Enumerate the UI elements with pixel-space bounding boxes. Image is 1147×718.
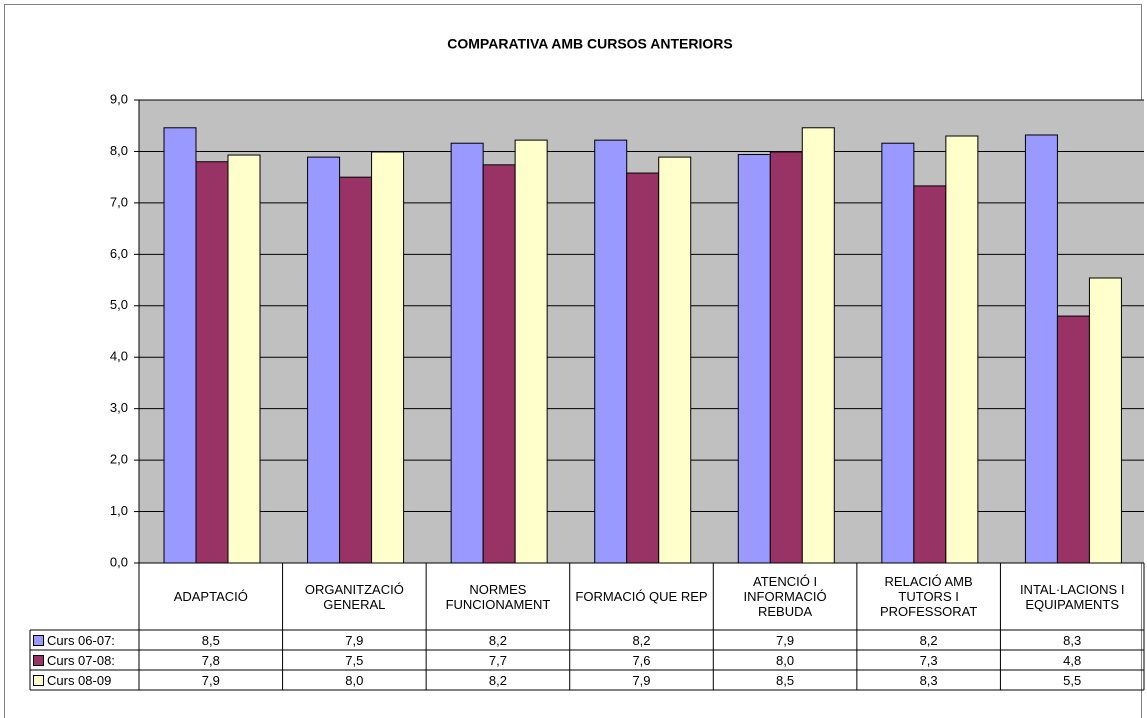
bar	[482, 164, 516, 564]
bar	[1024, 134, 1058, 564]
bar	[1088, 277, 1122, 564]
table-value: 5,5	[1063, 672, 1082, 688]
category-label: ATENCIÓ I INFORMACIÓ REBUDA	[743, 574, 827, 619]
chart-title: COMPARATIVA AMB CURSOS ANTERIORS	[447, 36, 732, 52]
bar	[450, 142, 484, 564]
bar	[1056, 315, 1090, 564]
y-tick-label: 6,0	[110, 246, 128, 261]
table-value: 7,9	[632, 672, 651, 688]
bar	[514, 139, 548, 564]
bar	[339, 176, 373, 564]
legend-swatch	[33, 634, 44, 646]
y-tick-label: 5,0	[110, 297, 128, 312]
legend-swatch	[33, 654, 44, 666]
table-value: 7,9	[201, 672, 220, 688]
table-value: 7,5	[345, 652, 364, 668]
bar	[913, 185, 947, 564]
table-value: 8,3	[1063, 632, 1082, 648]
category-label: INTAL·LACIONS I EQUIPAMENTS	[1019, 581, 1125, 612]
bar	[163, 127, 197, 564]
table-value: 7,3	[919, 652, 938, 668]
y-tick-label: 7,0	[110, 194, 128, 209]
bar	[195, 161, 229, 564]
bar	[594, 139, 628, 564]
legend-entry: Curs 06-07:	[33, 630, 115, 650]
legend-label: Curs 06-07:	[47, 632, 115, 648]
y-tick-label: 9,0	[110, 91, 128, 106]
y-tick-label: 2,0	[110, 452, 128, 467]
category-label: FORMACIÓ QUE REP	[575, 589, 708, 604]
table-value: 7,9	[345, 632, 364, 648]
table-value: 4,8	[1063, 652, 1082, 668]
table-value: 8,2	[488, 632, 507, 648]
table-value: 8,0	[345, 672, 364, 688]
table-value: 8,2	[632, 632, 651, 648]
bar	[307, 156, 341, 564]
table-value: 7,8	[201, 652, 220, 668]
table-value: 8,2	[919, 632, 938, 648]
table-value: 8,5	[201, 632, 220, 648]
bar	[801, 127, 835, 564]
category-label: ADAPTACIÓ	[173, 589, 248, 604]
y-tick-label: 4,0	[110, 349, 128, 364]
table-value: 7,6	[632, 652, 651, 668]
table-value: 8,3	[919, 672, 938, 688]
bar	[227, 154, 261, 564]
y-tick-label: 1,0	[110, 503, 128, 518]
table-value: 7,7	[488, 652, 507, 668]
legend-entry: Curs 08-09	[33, 670, 111, 690]
legend-label: Curs 08-09	[47, 672, 112, 688]
table-value: 8,2	[488, 672, 507, 688]
bar	[371, 151, 405, 564]
category-label: ORGANITZACIÓ GENERAL	[304, 581, 404, 612]
legend-entry: Curs 07-08:	[33, 650, 115, 670]
bar	[737, 154, 771, 564]
table-value: 8,5	[776, 672, 795, 688]
bar	[881, 142, 915, 564]
legend-swatch	[33, 674, 44, 686]
table-value: 7,9	[776, 632, 795, 648]
legend-label: Curs 07-08:	[47, 652, 115, 668]
bar	[626, 172, 660, 564]
category-label: NORMES FUNCIONAMENT	[445, 581, 551, 612]
bar	[769, 151, 803, 564]
bar	[945, 135, 979, 564]
table-value: 8,0	[776, 652, 795, 668]
y-tick-label: 3,0	[110, 400, 128, 415]
category-label: RELACIÓ AMB TUTORS I PROFESSORAT	[879, 574, 978, 619]
bar	[658, 156, 692, 564]
y-tick-label: 8,0	[110, 143, 128, 158]
y-tick-label: 0,0	[110, 554, 128, 569]
